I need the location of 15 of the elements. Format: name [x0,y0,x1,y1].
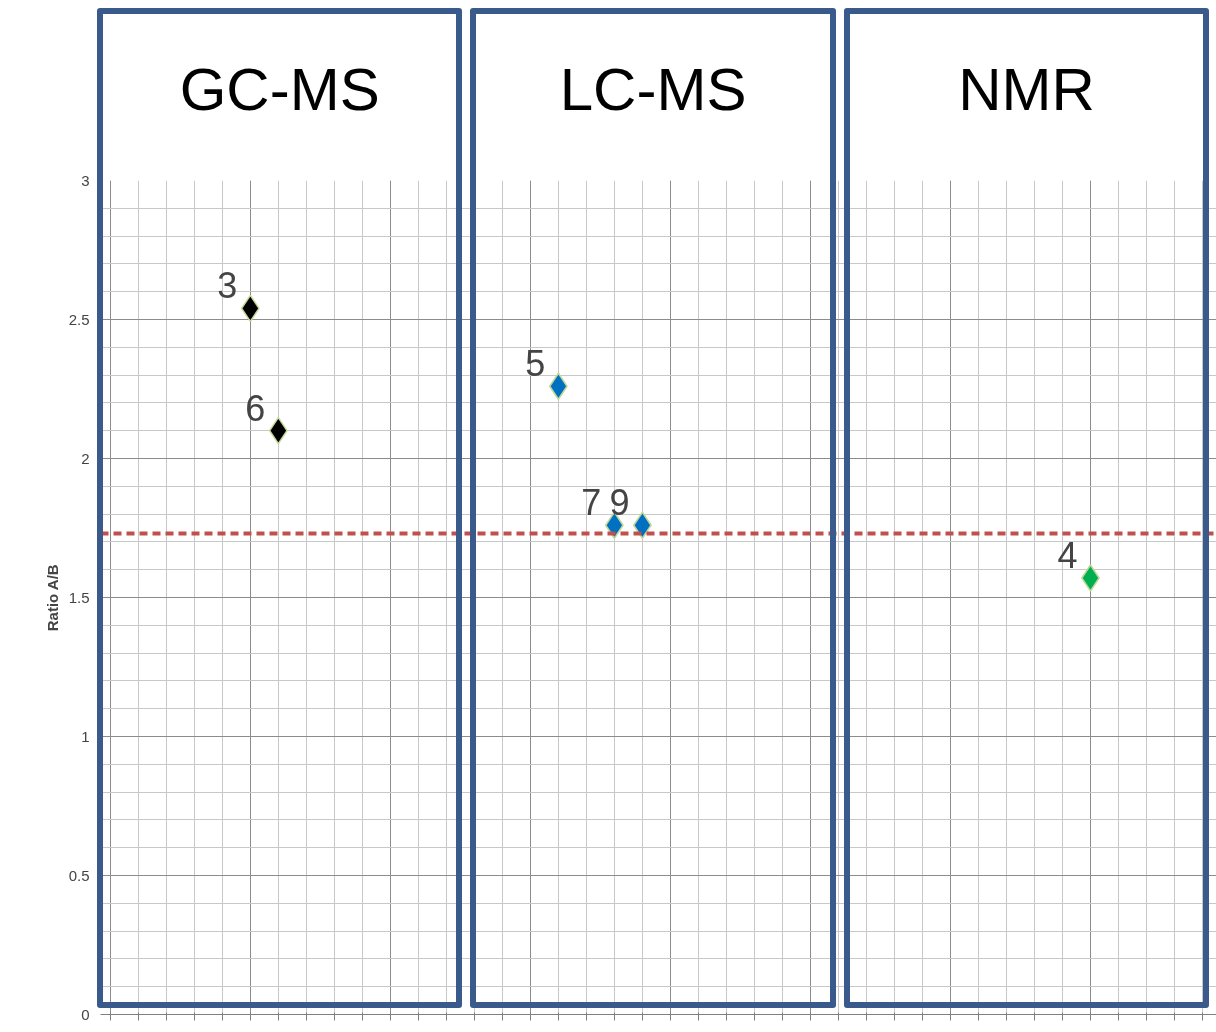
point [632,511,652,539]
y-tick-label: 1.5 [68,588,90,606]
y-tick-label: 2.5 [68,310,90,328]
annotation: 7 [581,482,602,524]
y-tick-label: 0.5 [68,866,90,884]
annotation: 9 [609,482,630,524]
y-tick-label: 2 [81,449,90,467]
y-tick-label: 3 [81,171,90,189]
y-tick-label: 1 [81,727,90,745]
text: LC-MS [558,55,748,125]
annotation: 3 [217,265,238,307]
point [548,372,568,400]
y-axis-title: Ratio A/B [43,564,61,632]
annotation: 4 [1057,535,1078,577]
y-tick-label: 0 [81,1005,90,1023]
